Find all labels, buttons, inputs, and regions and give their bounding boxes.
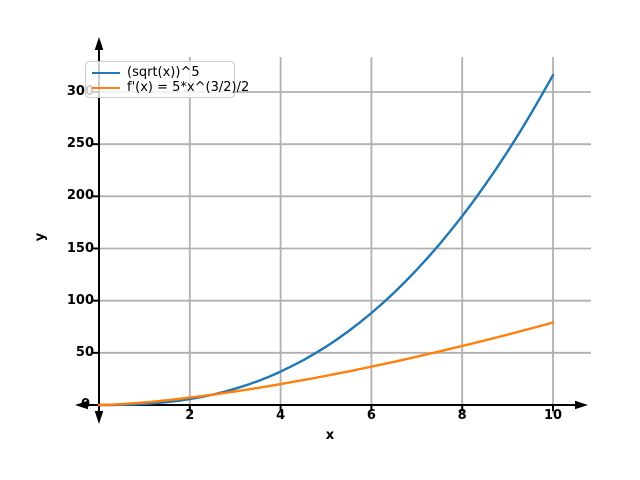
y-axis-up-arrow-icon xyxy=(94,37,104,50)
curve-layer xyxy=(97,73,555,407)
legend: (sqrt(x))^5 f'(x) = 5*x^(3/2)/2 xyxy=(85,61,249,98)
grid-layer xyxy=(99,57,591,413)
y-tick-label: 50 xyxy=(75,344,94,360)
curve-line-series-1 xyxy=(97,321,555,407)
x-tick-label: 10 xyxy=(543,408,563,423)
curve-line-series-0 xyxy=(97,73,555,407)
y-tick-label: 200 xyxy=(66,188,94,204)
x-tick-label: 4 xyxy=(276,408,286,423)
y-tick-label: 150 xyxy=(66,240,94,256)
tick-layer xyxy=(93,91,554,411)
legend-line-sample-orange-icon xyxy=(92,86,120,89)
legend-label: f'(x) = 5*x^(3/2)/2 xyxy=(127,80,250,95)
legend-entry-derivative: f'(x) = 5*x^(3/2)/2 xyxy=(92,80,249,95)
y-axis-down-arrow-icon xyxy=(94,411,104,424)
x-axis-label: x xyxy=(325,428,335,443)
origin-tick-label: 0 xyxy=(80,397,90,412)
x-axis-right-arrow-icon xyxy=(575,400,588,410)
axis-layer xyxy=(75,37,588,424)
x-axis-left-arrow-icon xyxy=(75,400,88,410)
x-tick-label: 2 xyxy=(185,408,195,423)
legend-label: (sqrt(x))^5 xyxy=(127,65,200,80)
x-tick-label: 8 xyxy=(457,408,467,423)
x-tick-label: 6 xyxy=(366,408,376,423)
y-tick-label: 100 xyxy=(66,292,94,308)
legend-line-sample-blue-icon xyxy=(92,71,120,74)
y-tick-label: 250 xyxy=(66,136,94,152)
y-axis-label: y xyxy=(33,232,49,242)
legend-entry-sqrt: (sqrt(x))^5 xyxy=(92,65,228,80)
